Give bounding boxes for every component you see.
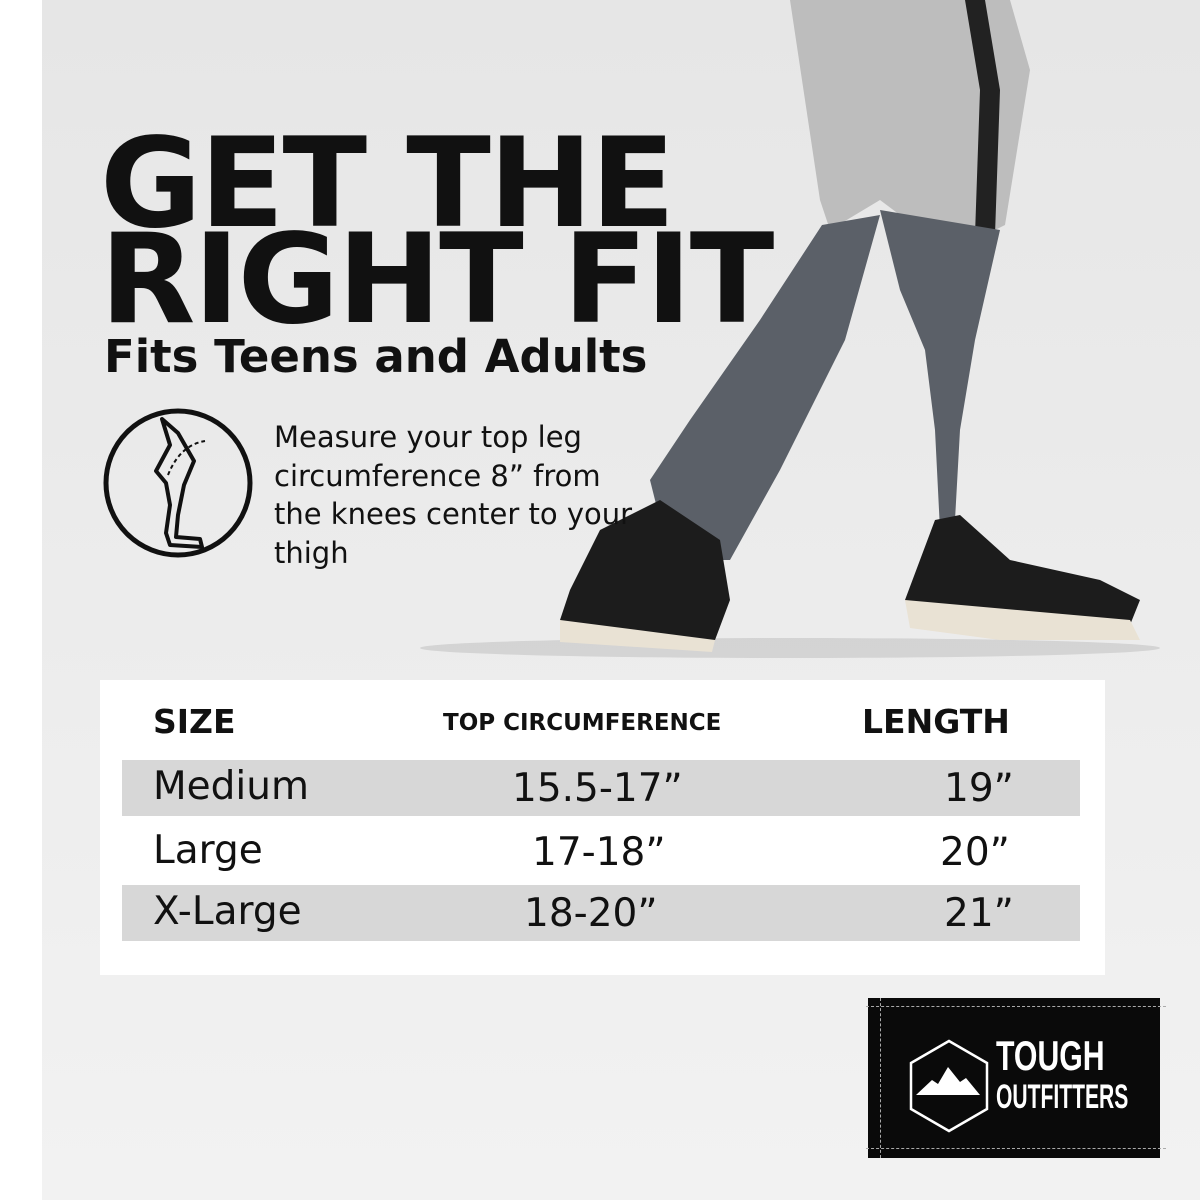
leg-measure-icon: [103, 408, 253, 558]
headline-line-2: RIGHT FIT: [100, 208, 774, 352]
circumference-cell: 18-20”: [524, 891, 658, 936]
shorts-stripe: [965, 0, 1000, 235]
table-row: Large 17-18” 20”: [122, 824, 1080, 880]
header-circumference: TOP CIRCUMFERENCE: [443, 710, 722, 736]
length-cell: 20”: [940, 830, 1010, 875]
subtitle: Fits Teens and Adults: [104, 330, 648, 383]
floor-shadow: [420, 638, 1160, 658]
table-row: X-Large 18-20” 21”: [122, 885, 1080, 941]
brand-logo: TOUGH OUTFITTERS: [866, 998, 1166, 1158]
left-shoe: [560, 500, 730, 648]
left-leg-sleeve: [650, 215, 880, 560]
brand-name-line-1: TOUGH: [996, 1032, 1105, 1079]
brand-name-line-2: OUTFITTERS: [996, 1078, 1129, 1116]
circumference-cell: 17-18”: [532, 830, 666, 875]
mountain-hexagon-icon: [909, 1039, 989, 1133]
header-length: LENGTH: [862, 702, 1010, 741]
right-leg-sleeve: [880, 210, 1000, 530]
size-table: SIZE TOP CIRCUMFERENCE LENGTH Medium 15.…: [100, 680, 1105, 975]
header-size: SIZE: [153, 702, 236, 741]
right-shoe: [905, 515, 1140, 635]
length-cell: 19”: [944, 766, 1014, 811]
size-cell: Medium: [153, 764, 309, 809]
shorts: [790, 0, 1030, 240]
circumference-cell: 15.5-17”: [512, 766, 683, 811]
left-shoe-sole: [560, 620, 715, 652]
size-cell: Large: [153, 828, 263, 873]
length-cell: 21”: [944, 891, 1014, 936]
table-row: Medium 15.5-17” 19”: [122, 760, 1080, 816]
size-cell: X-Large: [153, 889, 302, 934]
right-shoe-sole: [905, 600, 1140, 640]
measure-instruction: Measure your top leg circumference 8” fr…: [274, 420, 633, 570]
model-legs-photo: [420, 0, 1160, 658]
headline-line-1: GET THE: [100, 112, 675, 256]
